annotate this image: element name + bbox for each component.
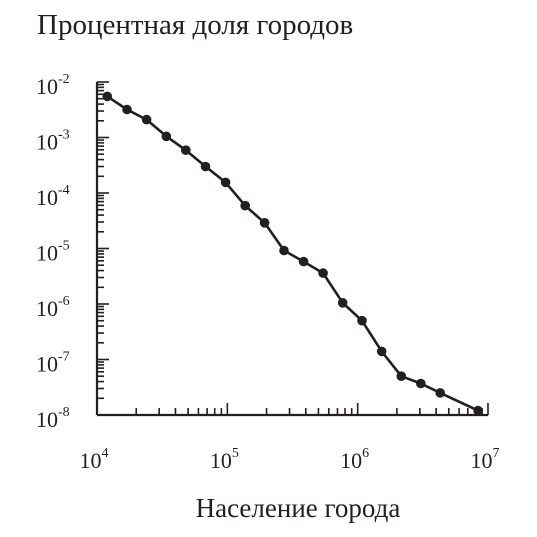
data-point <box>473 405 483 416</box>
tick-label-exponent: -5 <box>58 239 70 254</box>
data-point <box>396 371 407 382</box>
x-tick-label: 104 <box>80 446 109 473</box>
y-tick-label: 10-8 <box>36 405 70 432</box>
y-tick-label: 10-6 <box>36 294 70 321</box>
data-point <box>416 378 426 389</box>
ticks <box>96 81 489 416</box>
tick-label-base: 10 <box>36 296 58 321</box>
data-point <box>298 256 309 267</box>
tick-label-exponent: -2 <box>58 72 70 87</box>
data-point <box>122 104 132 115</box>
y-tick-label: 10-7 <box>36 350 70 377</box>
tick-label-base: 10 <box>36 352 58 377</box>
data-points <box>102 91 483 416</box>
x-tick-label: 107 <box>471 446 500 473</box>
series-line <box>106 95 479 412</box>
x-axis-label: Население города <box>196 493 401 523</box>
data-point <box>318 268 328 278</box>
data-point <box>259 218 270 228</box>
chart-title: Процентная доля городов <box>37 9 353 41</box>
data-point <box>102 91 113 102</box>
data-point <box>357 315 367 326</box>
tick-label-base: 10 <box>36 407 58 432</box>
tick-label-base: 10 <box>210 448 232 473</box>
data-point <box>376 346 387 357</box>
tick-label-exponent: 7 <box>493 446 500 461</box>
tick-label-base: 10 <box>36 130 58 155</box>
data-point <box>181 145 191 155</box>
data-point <box>141 114 152 125</box>
data-point <box>220 177 231 188</box>
data-point <box>240 200 250 211</box>
tick-label-base: 10 <box>340 448 362 473</box>
y-tick-label: 10-3 <box>36 128 70 155</box>
tick-label-base: 10 <box>36 241 58 266</box>
data-point <box>435 388 446 398</box>
tick-label-exponent: 6 <box>362 446 369 461</box>
tick-label-exponent: -8 <box>58 405 70 420</box>
tick-label-exponent: -7 <box>58 350 70 365</box>
tick-label-base: 10 <box>36 74 58 99</box>
tick-label-exponent: -6 <box>58 294 70 309</box>
y-tick-label: 10-4 <box>36 183 70 210</box>
y-tick-label: 10-2 <box>36 72 70 99</box>
y-tick-label: 10-5 <box>36 239 70 266</box>
data-point <box>279 245 289 256</box>
tick-label-exponent: 4 <box>102 446 109 461</box>
axes <box>95 82 488 417</box>
tick-label-base: 10 <box>80 448 102 473</box>
tick-label-base: 10 <box>471 448 493 473</box>
tick-label-exponent: 5 <box>232 446 239 461</box>
x-tick-label: 105 <box>210 446 239 473</box>
data-point <box>161 131 172 142</box>
tick-label-base: 10 <box>36 185 58 210</box>
data-point <box>200 161 211 172</box>
tick-label-exponent: -4 <box>58 183 70 198</box>
x-tick-label: 106 <box>340 446 369 473</box>
tick-label-exponent: -3 <box>58 128 70 143</box>
data-point <box>337 298 348 308</box>
